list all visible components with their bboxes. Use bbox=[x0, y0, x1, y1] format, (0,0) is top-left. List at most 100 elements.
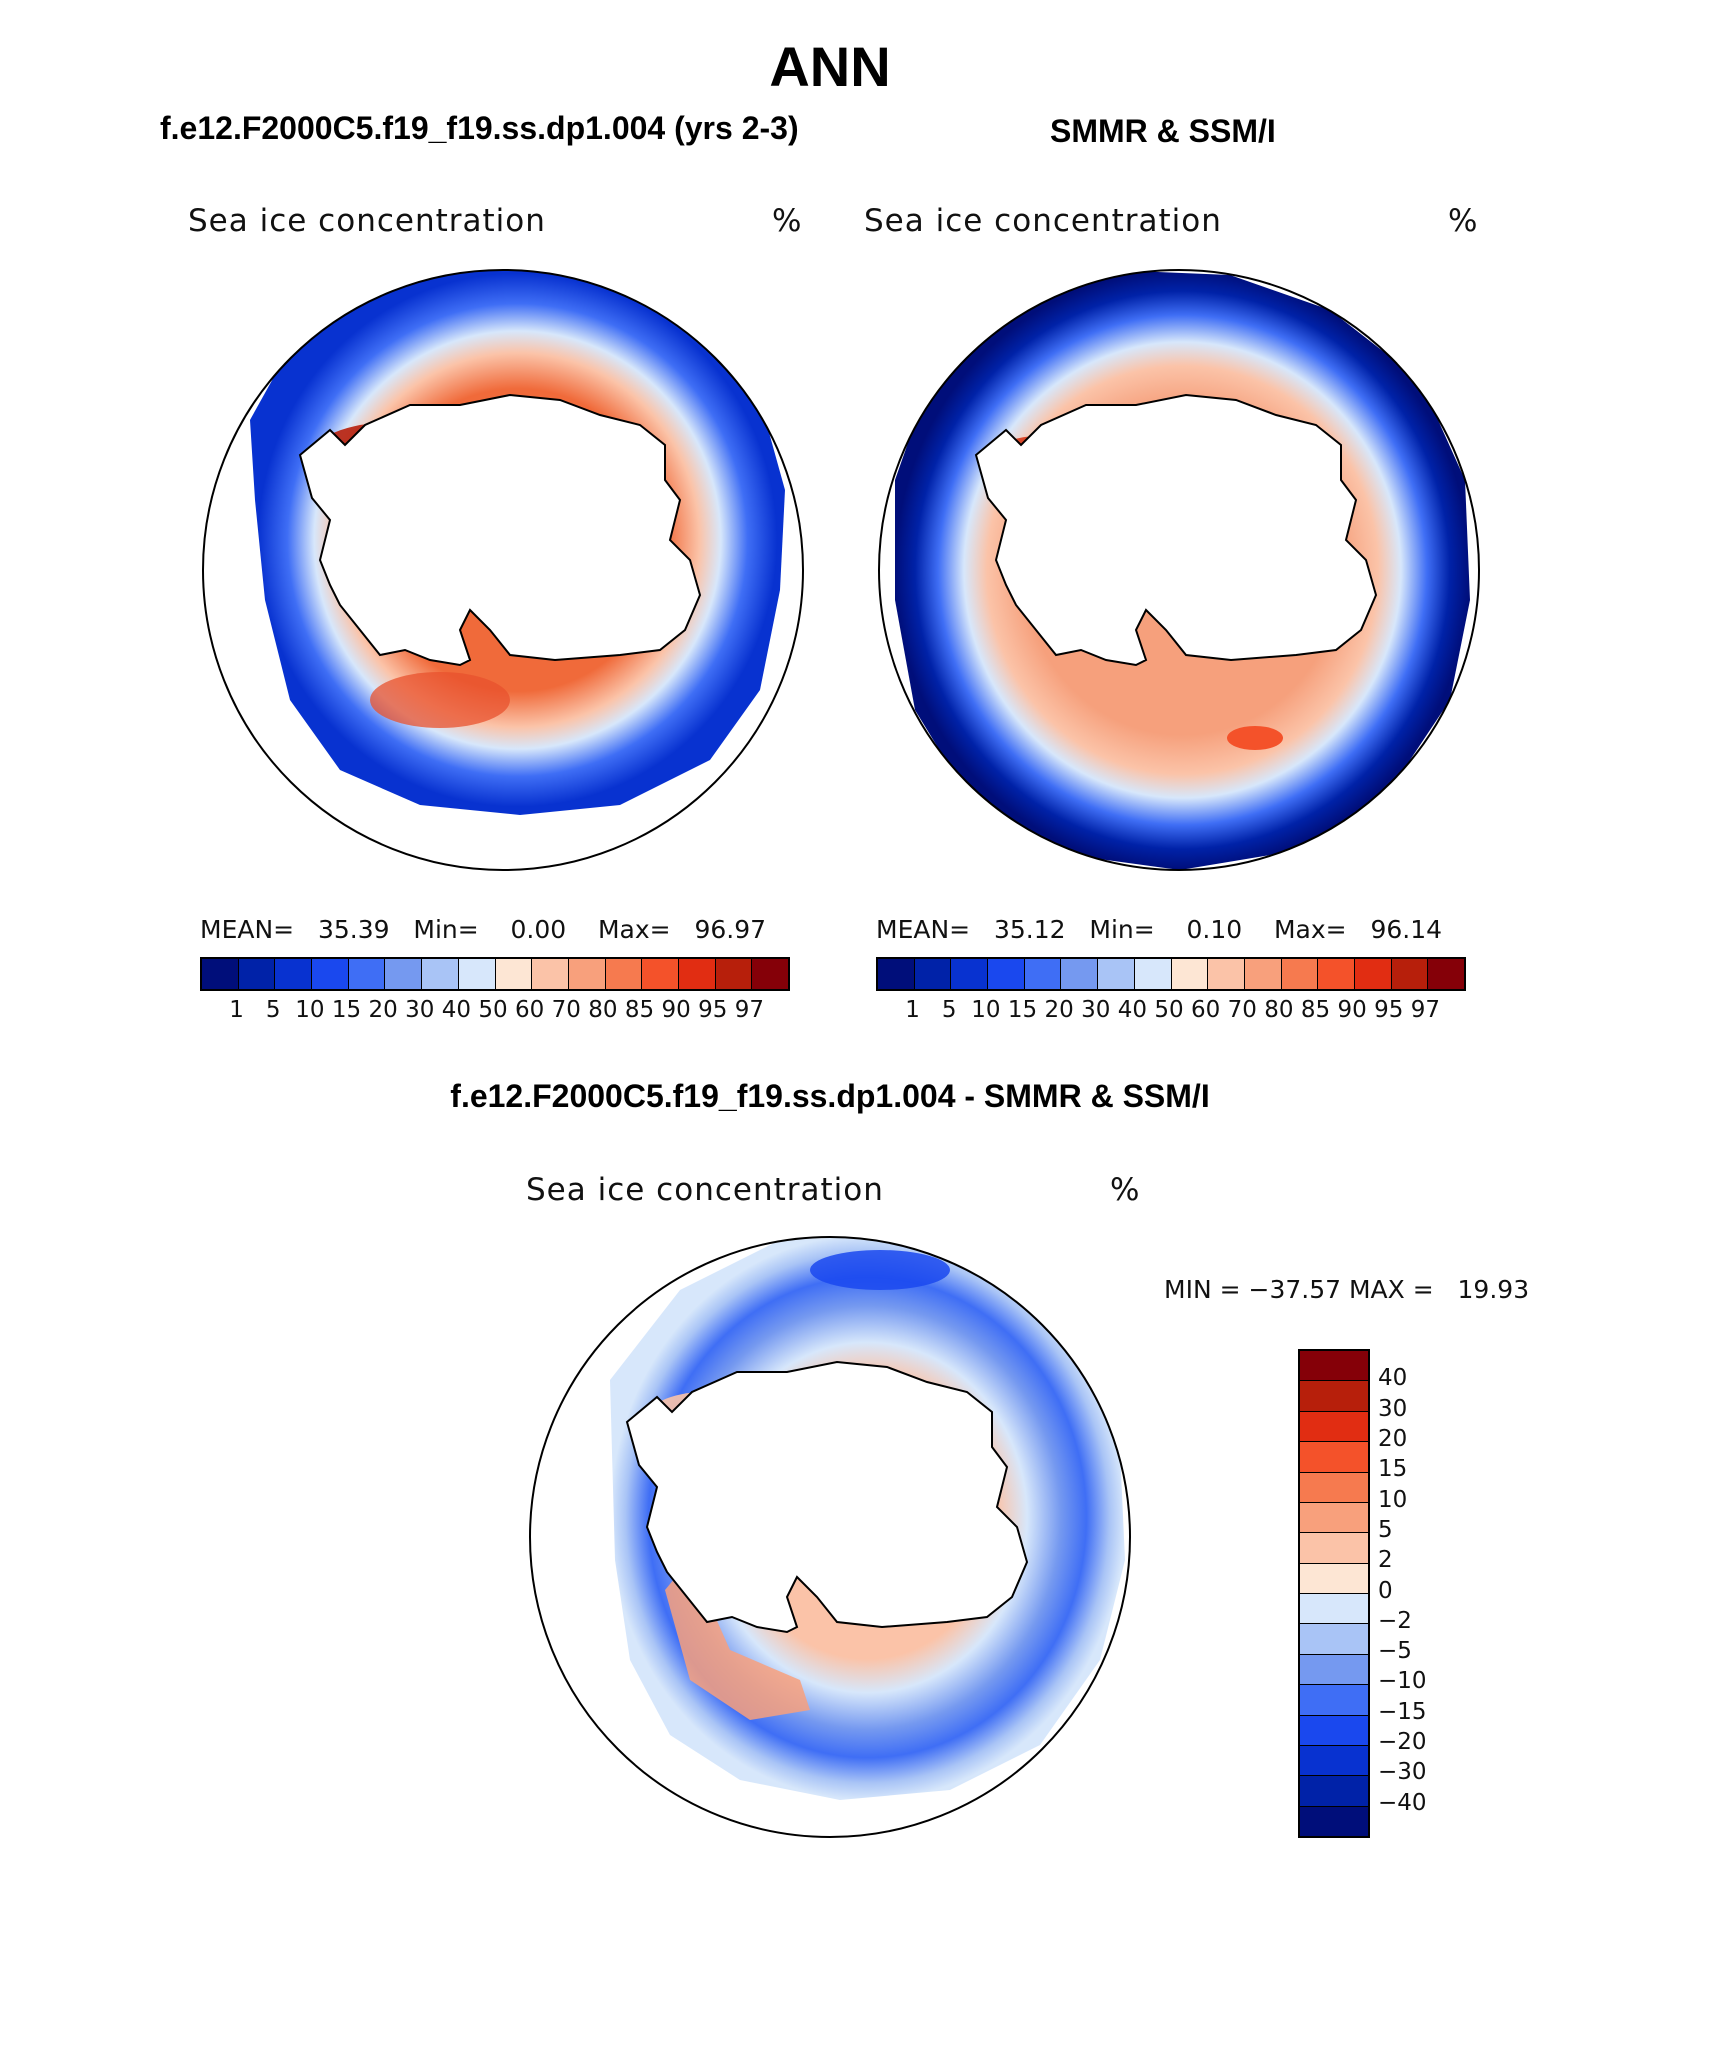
model-colorbar-swatch bbox=[237, 959, 275, 989]
obs-colorbar-tick-label: 80 bbox=[1264, 997, 1294, 1023]
model-max-value: 96.97 bbox=[694, 915, 767, 944]
diff-colorbar-tick-label: 10 bbox=[1378, 1486, 1408, 1513]
figure-title: ANN bbox=[769, 35, 891, 98]
diff-min-label: MIN = bbox=[1164, 1275, 1241, 1304]
obs-colorbar-swatch bbox=[1060, 959, 1098, 989]
diff-panel-heading: f.e12.F2000C5.f19_f19.ss.dp1.004 - SMMR … bbox=[450, 1078, 1210, 1114]
obs-colorbar-swatch bbox=[950, 959, 988, 989]
obs-colorbar-swatch bbox=[878, 959, 914, 989]
obs-colorbar-tick-label: 20 bbox=[1044, 997, 1074, 1023]
diff-colorbar-tick-label: 30 bbox=[1378, 1395, 1408, 1422]
diff-colorbar-tick-label: 0 bbox=[1378, 1577, 1393, 1604]
obs-colorbar-tick-label: 1 bbox=[905, 997, 920, 1023]
obs-colorbar-tick-label: 40 bbox=[1117, 997, 1148, 1023]
model-colorbar-ticks: 1 5 10 15 20 30 40 50 60 70 80 85 90 95 97 bbox=[200, 997, 786, 1027]
obs-colorbar bbox=[876, 957, 1466, 991]
obs-colorbar-swatch bbox=[1097, 959, 1134, 989]
obs-colorbar-swatch bbox=[1170, 959, 1208, 989]
diff-max-label: MAX = bbox=[1348, 1275, 1434, 1304]
obs-colorbar-tick-label: 95 bbox=[1374, 997, 1404, 1023]
model-colorbar-swatch bbox=[457, 959, 495, 989]
diff-min-value: −37.57 bbox=[1248, 1275, 1342, 1304]
diff-colorbar bbox=[1298, 1349, 1370, 1838]
obs-colorbar-tick-label: 30 bbox=[1081, 997, 1111, 1023]
model-antarctica bbox=[298, 393, 702, 667]
obs-colorbar-ticks: 1 5 10 15 20 30 40 50 60 70 80 85 90 95 97 bbox=[876, 997, 1462, 1027]
obs-colorbar-tick-label: 60 bbox=[1190, 997, 1221, 1023]
model-mean-label: MEAN= bbox=[200, 915, 295, 944]
model-colorbar-tick-label: 90 bbox=[661, 997, 691, 1023]
model-colorbar-swatch bbox=[641, 959, 678, 989]
diff-colorbar-swatch bbox=[1300, 1684, 1368, 1715]
model-colorbar bbox=[200, 957, 790, 991]
obs-colorbar-tick-label: 90 bbox=[1337, 997, 1367, 1023]
diff-colorbar-swatch bbox=[1300, 1351, 1368, 1381]
diff-colorbar-tick-label: −2 bbox=[1378, 1607, 1412, 1634]
model-colorbar-swatch bbox=[202, 959, 238, 989]
obs-colorbar-swatch bbox=[913, 959, 951, 989]
obs-colorbar-swatch bbox=[1427, 959, 1464, 989]
diff-max-value: 19.93 bbox=[1457, 1275, 1530, 1304]
model-colorbar-swatch bbox=[677, 959, 715, 989]
model-colorbar-tick-label: 70 bbox=[551, 997, 581, 1023]
diff-colorbar-swatch bbox=[1300, 1562, 1368, 1593]
model-var-label: Sea ice concentration bbox=[188, 203, 546, 239]
model-unit-label: % bbox=[772, 203, 802, 239]
model-mean-value: 35.39 bbox=[317, 915, 390, 944]
diff-colorbar-swatch bbox=[1300, 1532, 1368, 1563]
model-ross-core bbox=[370, 672, 510, 728]
model-colorbar-swatch bbox=[274, 959, 312, 989]
model-colorbar-swatch bbox=[494, 959, 532, 989]
obs-var-label: Sea ice concentration bbox=[864, 203, 1222, 239]
diff-colorbar-tick-label: −40 bbox=[1378, 1789, 1427, 1816]
obs-colorbar-swatch bbox=[1317, 959, 1354, 989]
diff-colorbar-tick-label: 2 bbox=[1378, 1547, 1393, 1574]
obs-min-label: Min= bbox=[1089, 915, 1155, 944]
diff-colorbar-swatch bbox=[1300, 1410, 1368, 1442]
model-min-label: Min= bbox=[413, 915, 479, 944]
obs-min-value: 0.10 bbox=[1186, 915, 1243, 944]
obs-max-label: Max= bbox=[1273, 915, 1347, 944]
obs-unit-label: % bbox=[1448, 203, 1478, 239]
model-colorbar-swatch bbox=[311, 959, 348, 989]
model-colorbar-swatch bbox=[421, 959, 458, 989]
obs-colorbar-swatch bbox=[1353, 959, 1391, 989]
obs-panel-heading: SMMR & SSM/I bbox=[1050, 113, 1276, 149]
obs-colorbar-swatch bbox=[987, 959, 1024, 989]
diff-colorbar-tick-label: −10 bbox=[1378, 1668, 1427, 1695]
model-colorbar-tick-label: 85 bbox=[624, 997, 655, 1023]
model-colorbar-swatch bbox=[531, 959, 568, 989]
obs-max-value: 96.14 bbox=[1370, 915, 1443, 944]
diff-var-label: Sea ice concentration bbox=[526, 1172, 884, 1208]
diff-colorbar-swatch bbox=[1300, 1653, 1368, 1685]
model-colorbar-tick-label: 97 bbox=[734, 997, 765, 1023]
diff-colorbar-ticks: 40 30 20 15 10 5 2 0 −2 −5 −10 −15 −20 −30 −40 bbox=[1378, 1349, 1458, 1834]
obs-colorbar-tick-label: 10 bbox=[971, 997, 1001, 1023]
diff-stats: MIN = −37.57 MAX = 19.93 bbox=[1164, 1275, 1529, 1304]
obs-colorbar-tick-label: 50 bbox=[1154, 997, 1184, 1023]
diff-colorbar-tick-label: −20 bbox=[1378, 1729, 1427, 1756]
model-colorbar-tick-label: 50 bbox=[478, 997, 508, 1023]
model-colorbar-swatch bbox=[384, 959, 422, 989]
obs-colorbar-swatch bbox=[1280, 959, 1318, 989]
obs-colorbar-tick-label: 85 bbox=[1300, 997, 1331, 1023]
diff-colorbar-swatch bbox=[1300, 1775, 1368, 1806]
model-colorbar-tick-label: 1 bbox=[229, 997, 244, 1023]
model-colorbar-tick-label: 20 bbox=[368, 997, 398, 1023]
model-colorbar-tick-label: 15 bbox=[331, 997, 362, 1023]
model-colorbar-swatch bbox=[567, 959, 605, 989]
model-colorbar-tick-label: 95 bbox=[698, 997, 728, 1023]
diff-colorbar-swatch bbox=[1300, 1471, 1368, 1502]
obs-colorbar-swatch bbox=[1243, 959, 1281, 989]
diff-north-negative bbox=[810, 1250, 950, 1290]
model-colorbar-swatch bbox=[714, 959, 752, 989]
model-min-value: 0.00 bbox=[510, 915, 567, 944]
obs-colorbar-tick-label: 5 bbox=[941, 997, 957, 1023]
diff-colorbar-tick-label: −5 bbox=[1378, 1638, 1412, 1665]
obs-colorbar-tick-label: 70 bbox=[1227, 997, 1257, 1023]
obs-stats: MEAN= 35.12 Min= 0.10 Max= 96.14 bbox=[876, 915, 1442, 944]
model-colorbar-tick-label: 40 bbox=[441, 997, 472, 1023]
obs-mean-label: MEAN= bbox=[876, 915, 971, 944]
model-colorbar-tick-label: 80 bbox=[588, 997, 618, 1023]
